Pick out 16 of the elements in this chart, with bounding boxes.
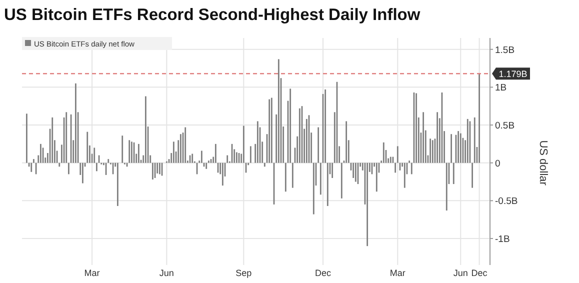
x-tick-label: Mar bbox=[390, 268, 406, 278]
x-tick-label: Dec bbox=[471, 268, 488, 278]
y-axis-title: US dollar bbox=[537, 140, 549, 186]
y-tick-label: 0.5B bbox=[495, 120, 515, 132]
y-tick-label: -1B bbox=[495, 234, 510, 246]
y-tick-label: 0 bbox=[495, 158, 500, 170]
y-tick-label: 1.5B bbox=[495, 44, 515, 56]
x-tick-label: Jun bbox=[453, 268, 468, 278]
x-tick-label: Mar bbox=[84, 268, 100, 278]
x-tick-label: Sep bbox=[236, 268, 252, 278]
ref-line-label: 1.179B bbox=[498, 69, 528, 80]
y-tick-label: -0.5B bbox=[495, 196, 518, 208]
x-tick-label: Jun bbox=[159, 268, 174, 278]
y-tick-label: 1B bbox=[495, 82, 507, 94]
x-tick-label: Dec bbox=[314, 268, 332, 278]
chart-title: US Bitcoin ETFs Record Second-Highest Daily Inflow bbox=[4, 6, 420, 24]
